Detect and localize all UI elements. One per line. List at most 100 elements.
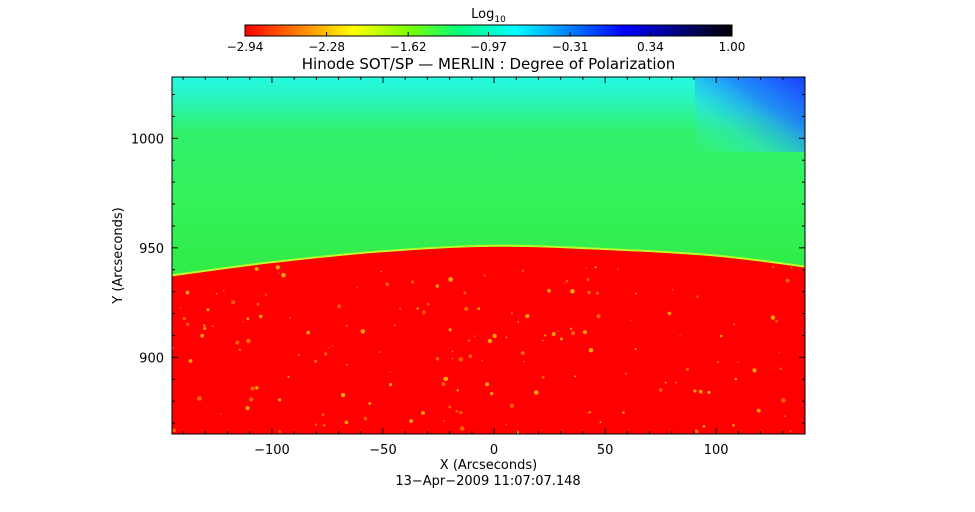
bright-point [487,338,493,344]
bright-point [752,368,757,373]
bright-point [203,327,207,330]
bright-point [467,339,471,342]
bright-point [756,408,761,413]
bright-point [389,371,392,373]
bright-point [534,390,539,395]
bright-point [289,316,291,319]
bright-point [658,388,663,392]
bright-point [542,339,544,342]
bright-point [570,289,575,294]
bright-point [595,291,599,295]
bright-point [324,352,328,356]
bright-point [463,291,467,295]
bright-point [635,292,637,295]
bright-point [551,331,556,336]
bright-point [596,314,601,319]
bright-point [448,405,452,409]
bright-point [574,375,577,378]
bright-point [238,348,242,352]
bright-point [211,325,214,328]
bright-point [411,280,415,284]
colorbar-tick-label: −2.28 [308,40,345,54]
bright-point [196,396,202,401]
chart-title: Hinode SOT/SP — MERLIN : Degree of Polar… [302,55,676,73]
bright-point [423,313,425,315]
bright-point [459,410,463,415]
bright-point [314,423,318,427]
bright-point [340,392,346,398]
bright-point [622,411,625,414]
bright-point [393,324,396,327]
bright-point [356,286,359,289]
bright-point [337,304,342,309]
colorbar-tick-label: −0.97 [470,40,507,54]
bright-point [321,413,325,417]
bright-point [557,330,559,332]
bright-point [473,335,476,337]
bright-point [346,363,348,366]
bright-point [422,310,426,314]
bright-point [505,336,508,339]
bright-point [222,289,225,292]
bright-point [770,315,776,320]
bright-point [328,346,330,349]
bright-point [297,353,300,357]
bright-point [732,424,735,427]
bright-point [520,351,525,355]
bright-point [455,409,459,413]
bright-point [399,307,402,310]
bright-point [483,274,486,277]
bright-point [570,330,576,336]
bright-point [525,314,530,319]
bright-point [281,272,286,278]
bright-point [484,382,490,387]
bright-point [200,333,204,338]
y-tick-label: 900 [139,351,164,366]
bright-point [443,376,449,382]
x-tick-label: 50 [597,443,614,458]
bright-point [779,367,782,370]
bright-point [306,330,311,335]
bright-point [599,421,602,424]
timestamp: 13−Apr−2009 11:07:07.148 [395,474,580,489]
bright-point [481,359,484,362]
bright-point [694,429,699,434]
x-tick-label: −50 [369,443,396,458]
bright-point [458,357,464,362]
bright-point [523,360,526,363]
bright-point [220,413,222,415]
bright-point [634,348,637,351]
bright-point [617,268,619,271]
bright-point [264,293,268,296]
bright-point [172,428,177,433]
bright-point [188,359,193,363]
bright-point [186,322,190,326]
bright-point [416,307,419,310]
bright-point [563,282,565,285]
x-tick-label: 0 [490,443,498,458]
bright-point [421,411,425,415]
bright-point [586,278,590,282]
bright-point [323,424,326,427]
bright-point [206,308,210,312]
bright-point [448,328,452,332]
y-axis-label: Y (Arcseconds) [111,207,126,304]
bright-point [778,352,781,354]
x-axis: −100 −50 0 50 100 [182,77,806,458]
bright-point [594,266,597,269]
bright-point [385,282,390,287]
bright-point [510,312,514,315]
bright-point [250,386,255,391]
y-tick-label: 950 [139,242,164,257]
bright-point [182,316,186,321]
y-axis: 900 950 1000 [131,94,805,424]
bright-point [246,317,250,321]
bright-point [781,398,786,403]
bright-point [456,389,459,392]
x-tick-label: −100 [254,443,290,458]
bright-point [360,329,366,334]
bright-point [235,340,240,345]
bright-point [789,430,792,433]
bright-point [278,430,282,433]
